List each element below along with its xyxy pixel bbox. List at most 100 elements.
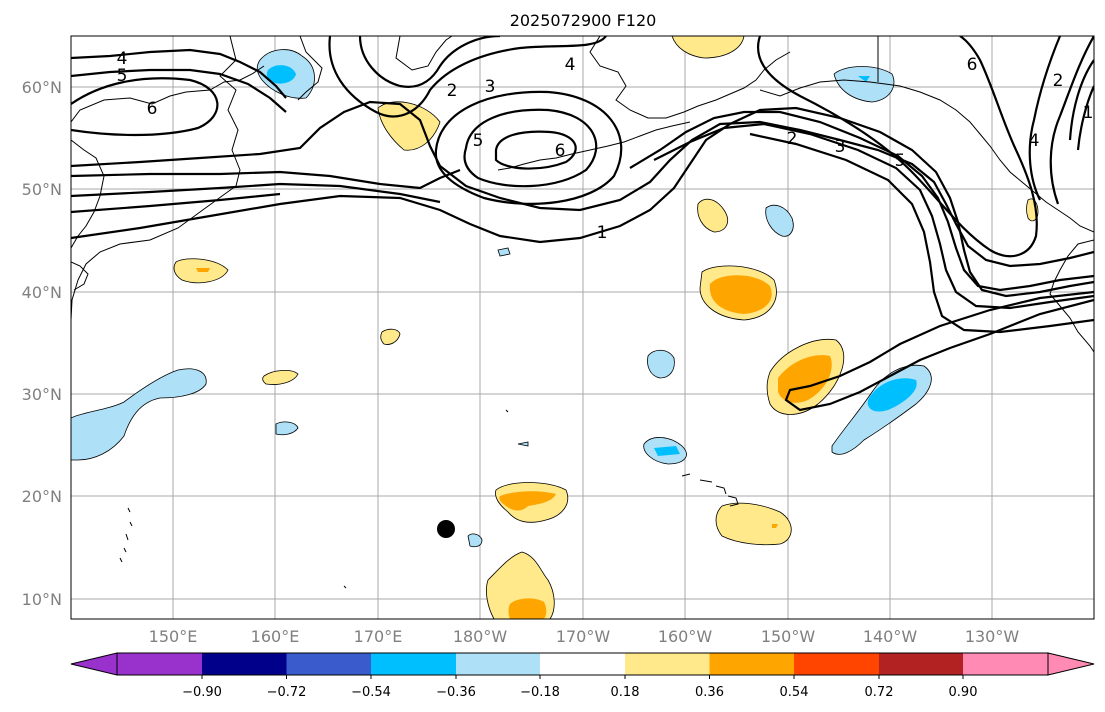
colorbar-bin [963, 653, 1048, 675]
contour-lines [71, 36, 1094, 412]
blue-core-east [867, 378, 917, 412]
small-atoll [343, 409, 509, 589]
colorbar-tick-label: 0.54 [780, 685, 809, 700]
lon-label: 150°W [761, 627, 816, 646]
contour-low-center-5 [463, 108, 598, 188]
blue-blob-small-2 [497, 247, 511, 257]
colorbar-ticks [201, 675, 964, 679]
contour-3-main [71, 110, 1094, 292]
orange-core-40n [709, 275, 772, 314]
contour-label: 2 [447, 81, 458, 101]
contour-2-arc [358, 36, 501, 88]
yellow-blob-bering [377, 101, 441, 151]
lat-label: 30°N [22, 385, 62, 404]
contour-label: 4 [565, 55, 576, 75]
contour-label: 4 [117, 49, 128, 69]
lat-label: 40°N [22, 283, 62, 302]
colorbar-tick-label: 0.18 [611, 685, 640, 700]
orange-speck-2 [772, 524, 778, 528]
longitude-gridlines [172, 36, 993, 619]
blue-blob-west [71, 368, 207, 461]
map-panel: 4 5 6 2 3 4 5 6 1 2 3 5 6 4 2 1 [70, 35, 1095, 620]
contour-label: 1 [597, 223, 608, 243]
lat-label: 20°N [22, 487, 62, 506]
contour-label: 5 [473, 131, 484, 151]
lat-label: 50°N [22, 180, 62, 199]
blue-core-shading [266, 65, 917, 456]
colorbar-extend-high [1047, 652, 1095, 676]
colorbar-bin [456, 653, 540, 675]
colorbar-tick-label: −0.72 [267, 685, 307, 700]
yellow-blob-arctic [671, 36, 745, 59]
storm-position-marker [437, 520, 455, 538]
colorbar-tick-label: 0.36 [695, 685, 724, 700]
map-frame [70, 35, 1095, 620]
colorbar-tick-label: 0.72 [865, 685, 894, 700]
blue-blob-alaska [833, 66, 895, 103]
contour-3-arc [328, 36, 607, 118]
colorbar-bin [794, 653, 879, 675]
contour-1-east [1076, 85, 1094, 151]
contour-label: 6 [147, 99, 158, 119]
colorbar-bin [117, 653, 202, 675]
colorbar-tick-label: −0.36 [436, 685, 476, 700]
yellow-blob-hawaii-east [715, 502, 792, 546]
yellow-blob-gulf-alaska-w [697, 198, 728, 233]
chukotka-coast [297, 36, 323, 101]
alaska-west-coast [395, 36, 453, 71]
contour-label: 2 [1053, 71, 1064, 91]
blue-blob-small-1 [275, 421, 299, 436]
contour-low-center-4 [434, 90, 623, 205]
blue-core-25n [654, 446, 680, 456]
hawaii-islands [681, 473, 739, 507]
contour-4-east [1028, 36, 1062, 201]
west-coast-usa [1049, 239, 1094, 353]
colorbar: −0.90 −0.72 −0.54 −0.36 −0.18 0.18 0.36 … [70, 652, 1095, 700]
lon-label: 170°W [556, 627, 611, 646]
colorbar-extend-low [70, 652, 118, 676]
colorbar-bin [540, 653, 625, 675]
contour-label: 6 [555, 141, 566, 161]
contour-label: 4 [1029, 131, 1040, 151]
blue-blob-35n [647, 349, 675, 379]
longitude-labels: 150°E 160°E 170°E 180°W 170°W 160°W 150°… [149, 627, 1020, 646]
latitude-labels: 60°N 50°N 40°N 30°N 20°N 10°N [22, 78, 62, 609]
contour-4-main [71, 122, 1094, 310]
marianas [119, 507, 133, 563]
lon-label: 130°W [965, 627, 1020, 646]
yellow-blob-marcus [262, 370, 299, 385]
colorbar-tick-label: −0.18 [520, 685, 560, 700]
colorbar-tick-label: −0.54 [351, 685, 391, 700]
kamchatka-coast [71, 36, 241, 321]
colorbar-tick-label: 0.90 [949, 685, 978, 700]
colorbar-bin [879, 653, 963, 675]
lat-label: 10°N [22, 590, 62, 609]
lat-label: 60°N [22, 78, 62, 97]
lon-label: 160°W [658, 627, 713, 646]
contour-6-west [71, 77, 219, 137]
lon-label: 170°E [354, 627, 403, 646]
japan-north [71, 261, 89, 291]
contour-label: 3 [485, 77, 496, 97]
contour-4-west [71, 48, 287, 99]
contour-5-main [71, 132, 1094, 334]
figure-title: 2025072900 F120 [510, 11, 657, 30]
orange-anomaly-shading [196, 268, 832, 619]
lon-label: 180°W [453, 627, 508, 646]
negative-anomaly-shading [71, 49, 932, 548]
orange-core-10n [508, 598, 547, 619]
blue-blob-small-4 [517, 441, 529, 447]
contour-label: 5 [117, 66, 128, 86]
orange-core-30n [778, 355, 832, 403]
contour-low-center-6 [494, 130, 577, 170]
alaska-peninsula [589, 36, 791, 119]
asia-coast-north [71, 65, 265, 123]
blue-core-alaska [858, 76, 870, 82]
lon-label: 150°E [149, 627, 198, 646]
contour-label: 6 [967, 55, 978, 75]
contour-5-west [71, 68, 287, 113]
blue-core-kamchatka [266, 65, 296, 84]
blue-blob-gulf [765, 204, 794, 237]
alaska-south-coast [759, 79, 1094, 233]
